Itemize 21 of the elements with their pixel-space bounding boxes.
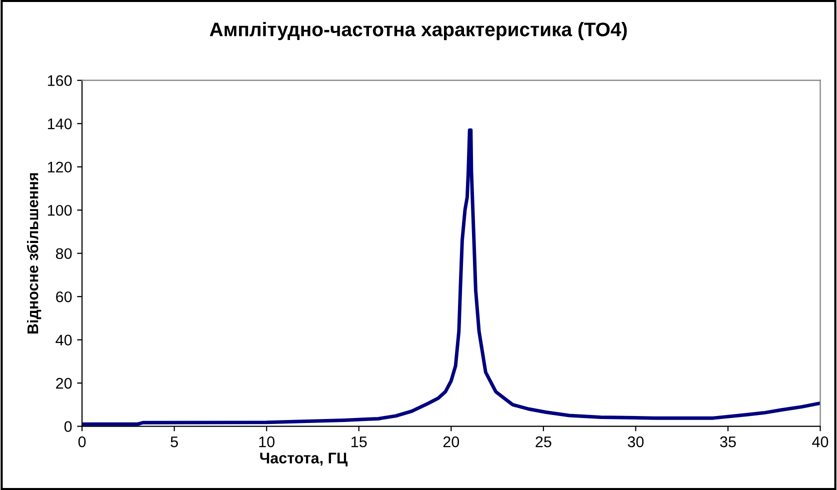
y-tick-label: 160 — [48, 75, 72, 86]
y-tick-label: 100 — [48, 204, 72, 216]
x-tick-label: 15 — [352, 436, 367, 448]
x-tick-label: 25 — [536, 436, 552, 448]
x-tick-label: 35 — [720, 436, 736, 448]
x-tick-label: 20 — [443, 436, 460, 448]
y-tick-label: 0 — [64, 421, 72, 432]
x-tick-label: 0 — [78, 436, 86, 448]
y-axis-title: Відносне збільшення — [26, 173, 42, 334]
x-axis-title: Частота, ГЦ — [260, 452, 348, 466]
chart-title: Амплітудно-частотна характеристика (ТО4) — [210, 22, 627, 40]
x-tick-label: 30 — [628, 436, 644, 448]
y-tick-label: 20 — [56, 378, 72, 389]
y-tick-label: 40 — [56, 334, 72, 346]
y-tick-label: 140 — [48, 118, 72, 130]
x-tick-label: 5 — [170, 436, 178, 448]
x-tick-label: 10 — [259, 436, 274, 448]
x-tick-label: 40 — [812, 436, 828, 448]
y-tick-label: 80 — [56, 248, 72, 260]
y-tick-label: 120 — [48, 162, 72, 173]
y-tick-label: 60 — [56, 291, 72, 302]
